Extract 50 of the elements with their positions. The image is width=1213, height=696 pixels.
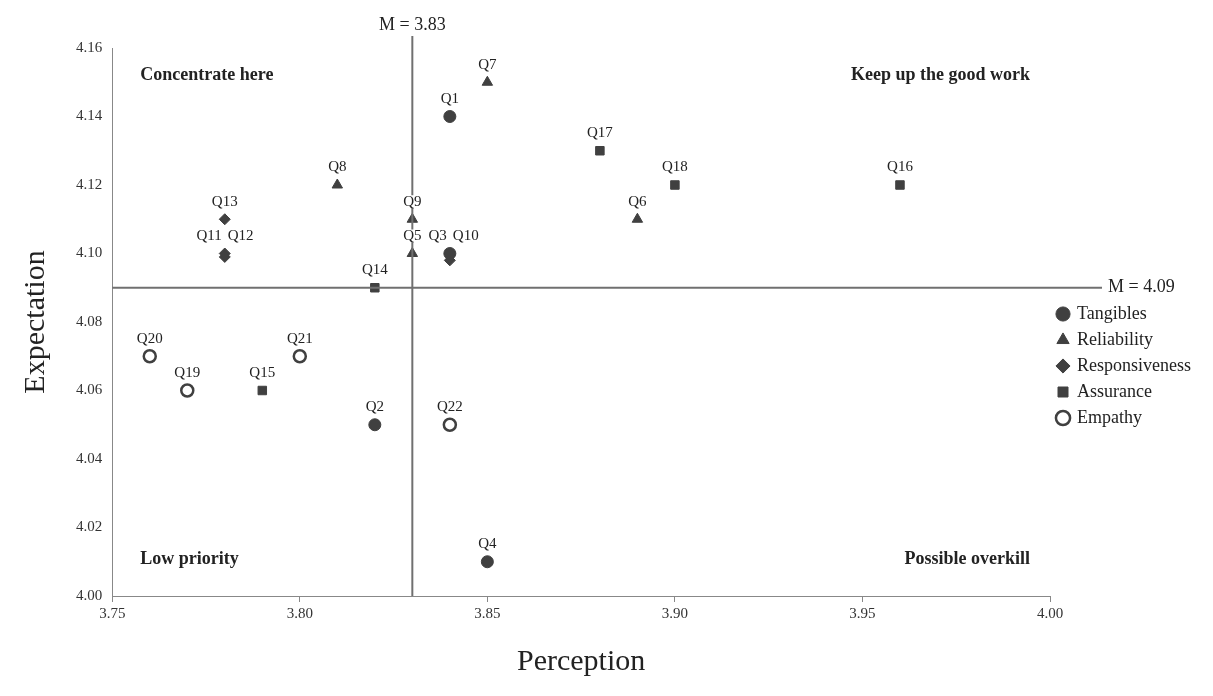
annotation: Q3 [428,226,447,243]
annotation: Q17 [586,124,614,141]
annotation: Low priority [140,547,239,568]
y-tick-label: 4.16 [76,38,103,55]
y-tick-label: 4.08 [76,312,103,329]
y-axis-title: Expectation [16,250,50,394]
x-tick-label: 4.00 [1036,604,1064,621]
legend-label: Assurance [1077,380,1152,401]
annotation: Keep up the good work [850,63,1031,84]
legend-label: Reliability [1077,328,1154,349]
annotation: Q5 [403,226,422,243]
legend-label: Empathy [1077,406,1143,427]
x-tick-label: 3.80 [286,604,313,621]
annotation: Q12 [227,226,254,243]
x-tick-label: 3.90 [661,604,689,621]
x-tick-label: 3.95 [849,604,876,621]
annotation: Q1 [440,89,460,106]
annotation: Q7 [478,55,498,72]
y-tick-label: 4.06 [76,381,103,398]
ref-line-label: M = 4.09 [1108,276,1175,297]
legend-label: Tangibles [1077,302,1147,323]
annotation: Q4 [478,535,498,552]
annotation: Q15 [249,363,276,380]
y-tick-label: 4.02 [76,518,103,535]
x-tick-label: 3.85 [474,604,501,621]
annotation: Q20 [136,329,163,346]
annotation: Q6 [628,192,648,209]
y-tick-label: 4.14 [76,107,103,124]
annotation: Q9 [403,192,422,209]
annotation: Q16 [887,158,914,175]
annotation: Q10 [452,226,479,243]
y-tick-label: 4.00 [76,586,103,603]
annotation: Q22 [436,398,463,415]
annotation: Q11 [196,226,222,243]
y-tick-label: 4.12 [76,175,103,192]
annotation: Q14 [361,261,389,278]
annotation: Q21 [286,329,313,346]
x-axis-title: Perception [516,642,646,676]
y-tick-label: 4.10 [76,244,103,261]
annotation: Q18 [661,158,688,175]
annotation: Q13 [211,192,238,209]
annotation: Possible overkill [904,547,1031,568]
annotation: Q19 [174,363,201,380]
x-tick-label: 3.75 [99,604,126,621]
annotation: Concentrate here [140,63,274,84]
annotation: Q8 [328,158,347,175]
annotation: Q2 [365,398,384,415]
ref-line-label: M = 3.83 [379,13,446,34]
legend-label: Responsiveness [1077,354,1192,375]
y-tick-label: 4.04 [76,449,103,466]
